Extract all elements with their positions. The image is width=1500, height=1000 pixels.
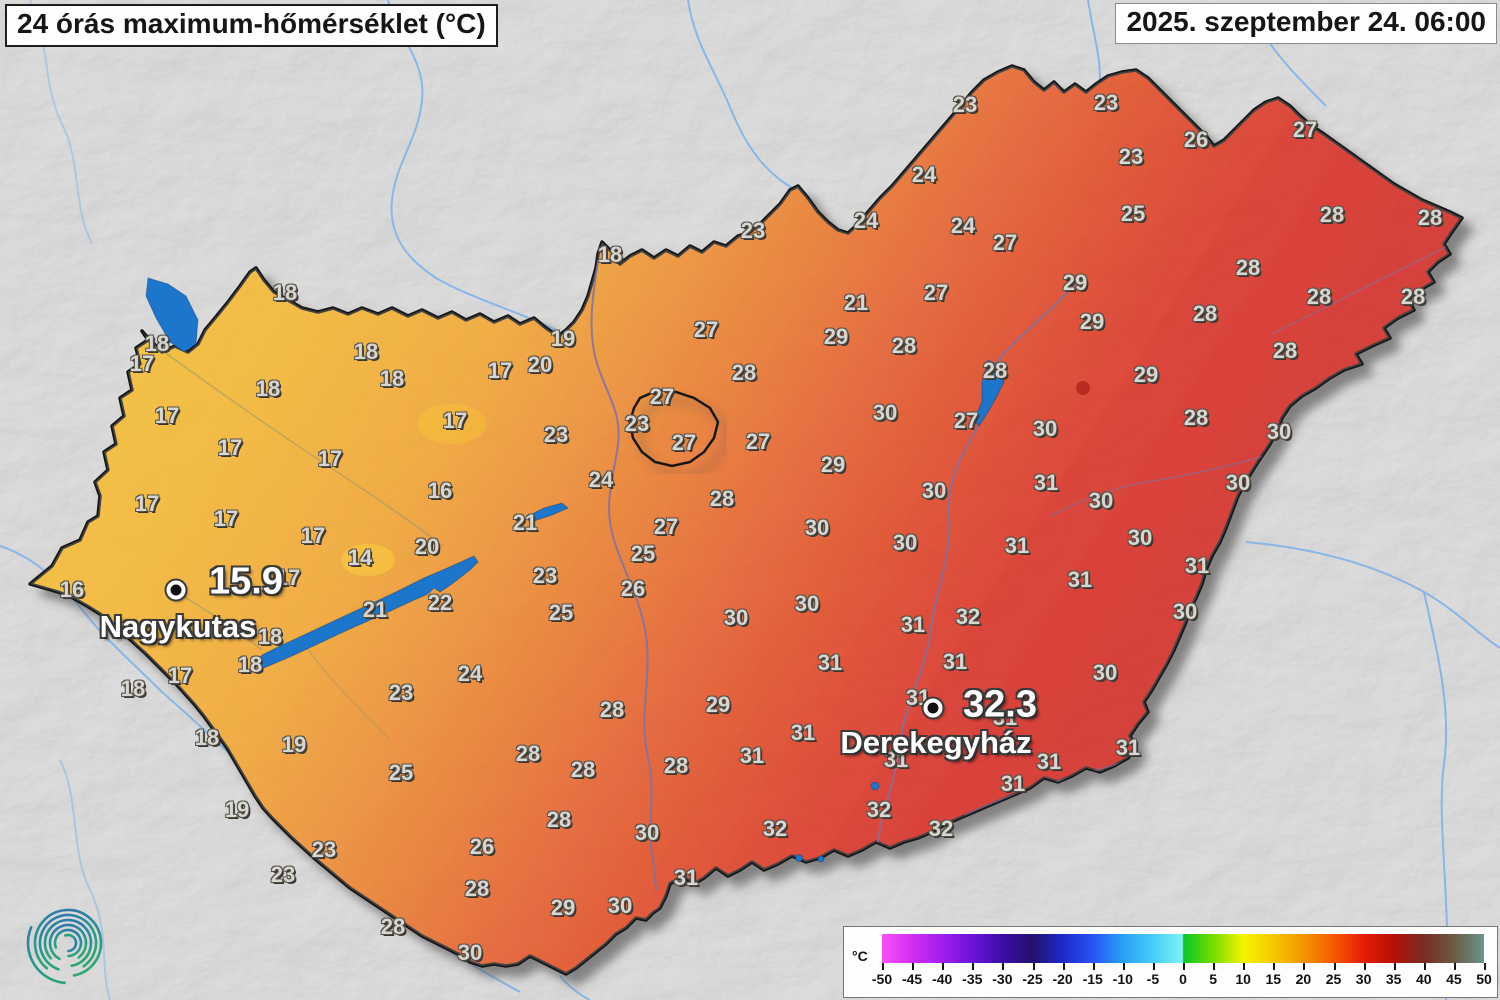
colorbar-tick (1333, 963, 1336, 970)
colorbar-tick-label: -30 (992, 971, 1013, 987)
colorbar-tick-label: -35 (962, 971, 983, 987)
colorbar-tick (1273, 963, 1276, 970)
colorbar-tick (1213, 963, 1216, 970)
colorbar-tick-label: 0 (1179, 971, 1187, 987)
colorbar-tick (1002, 963, 1005, 970)
colorbar-tick (1453, 963, 1456, 970)
temperature-colorbar: °C -50 -45 -40 -35 -30 -25 -20 -15 -10 -5 0 5 10 15 20… (843, 926, 1498, 998)
colorbar-tick (1032, 963, 1035, 970)
colorbar-tick-label: 40 (1416, 971, 1432, 987)
colorbar-tick-label: -50 (871, 971, 893, 987)
colorbar-tick (912, 963, 915, 970)
lake-balaton (255, 555, 479, 669)
colorbar-tick (1423, 963, 1426, 970)
colorbar-tick-label: 20 (1295, 971, 1312, 987)
colorbar-unit: °C (852, 948, 868, 964)
colorbar-tick (1243, 963, 1246, 970)
colorbar-tick-label: -25 (1022, 971, 1043, 987)
rivers-inside (144, 239, 1459, 891)
colorbar-tick-label: -45 (901, 971, 923, 987)
colorbar-tick (1183, 963, 1185, 970)
budapest-boundary (628, 388, 720, 468)
colorbar-tick (942, 963, 945, 970)
colorbar-tick (1363, 963, 1366, 970)
colorbar-tick-label: -20 (1052, 971, 1073, 987)
colorbar-tick (972, 963, 975, 970)
colorbar-tick-label: 30 (1355, 971, 1372, 987)
map-datetime-box: 2025. szeptember 24. 06:00 (1115, 3, 1497, 44)
colorbar-tick (1122, 963, 1125, 970)
colorbar-tick-label: 15 (1265, 971, 1282, 987)
colorbar-tick-label: 45 (1446, 971, 1462, 987)
colorbar-tick-label: 10 (1235, 971, 1251, 987)
colorbar-tick-label: -40 (932, 971, 953, 987)
lake-tisza (973, 359, 1005, 427)
colorbar-tick-label: 5 (1209, 971, 1217, 987)
lake-velence (527, 502, 569, 522)
map-title-box: 24 órás maximum-hőmérséklet (°C) (5, 4, 498, 47)
colorbar-tick (1062, 963, 1065, 970)
colorbar-tick-label: 35 (1385, 971, 1402, 987)
colorbar-tick (1092, 963, 1095, 970)
contour-patches (341, 381, 1090, 576)
map-datetime: 2025. szeptember 24. 06:00 (1126, 6, 1486, 37)
colorbar-tick (1303, 963, 1306, 970)
lakes (145, 277, 1005, 863)
colorbar-tick-label: -5 (1146, 971, 1160, 987)
lake-ferto (145, 277, 199, 353)
colorbar-tick-label: -15 (1082, 971, 1103, 987)
colorbar-tick (1393, 963, 1396, 970)
colorbar-tick-label: 25 (1325, 971, 1342, 987)
colorbar-tick (1484, 963, 1486, 970)
map-title: 24 órás maximum-hőmérséklet (°C) (17, 8, 486, 39)
met-service-logo (26, 901, 110, 985)
colorbar-tick (1152, 963, 1155, 970)
colorbar-tick-label: 50 (1476, 971, 1492, 987)
colorbar-tick (882, 963, 884, 970)
colorbar-gradient-strip (882, 934, 1484, 963)
colorbar-tick-label: -10 (1112, 971, 1133, 987)
